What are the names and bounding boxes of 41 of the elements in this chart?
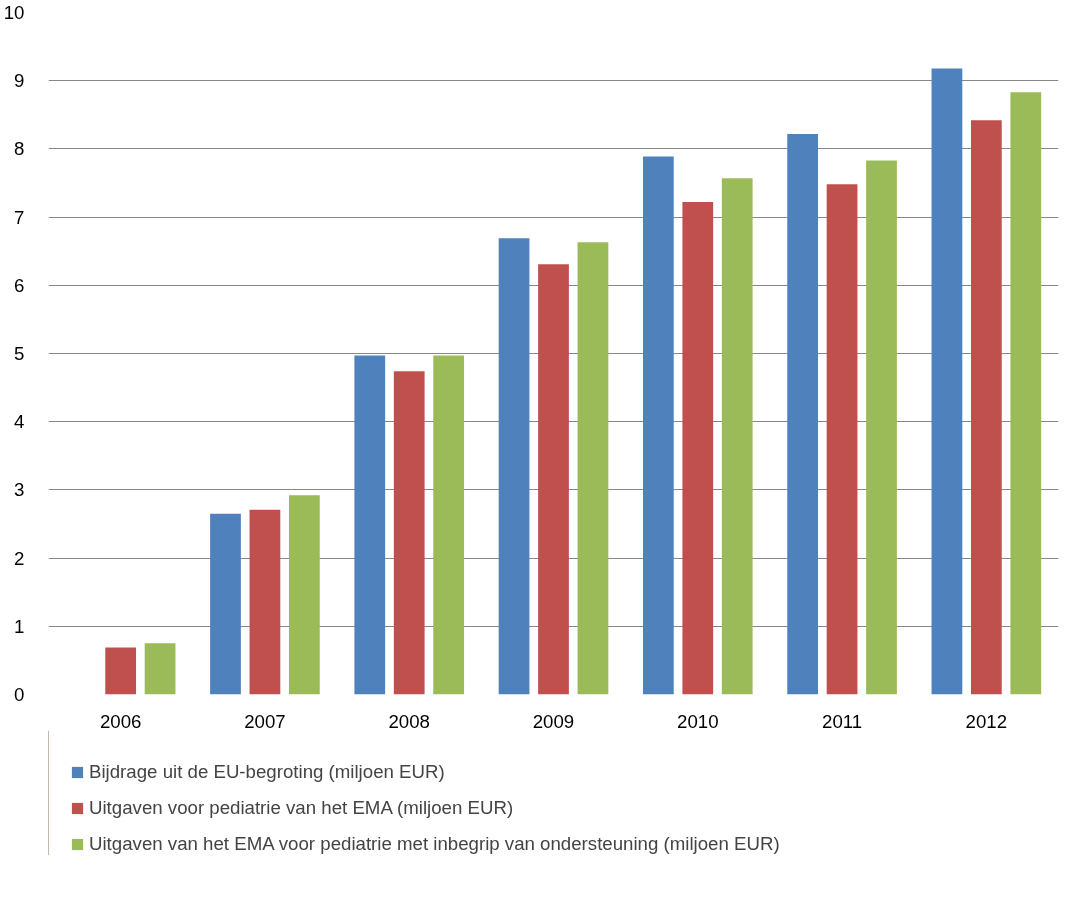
y-tick-label: 3: [14, 479, 25, 501]
x-tick-label: 2012: [965, 710, 1008, 732]
bar: [354, 355, 386, 695]
bar: [144, 643, 176, 695]
bar: [721, 178, 753, 695]
bar: [105, 647, 137, 695]
bar: [931, 68, 963, 695]
bar: [642, 156, 674, 695]
bar: [393, 371, 425, 695]
x-tick-label: 2009: [532, 710, 575, 732]
legend-label: Uitgaven van het EMA voor pediatrie met inbegrip van ondersteuning (miljoen EUR): [89, 833, 780, 855]
y-tick-label: 4: [14, 411, 25, 433]
bar: [970, 120, 1002, 695]
y-tick-label: 7: [14, 206, 25, 228]
y-tick-label: 10: [3, 2, 25, 23]
bar: [577, 242, 609, 695]
bar: [826, 184, 858, 695]
x-tick-label: 2008: [388, 710, 430, 732]
y-tick-label: 1: [14, 615, 25, 637]
y-tick-label: 9: [14, 70, 25, 92]
bar: [498, 238, 530, 695]
legend-label: Uitgaven voor pediatrie van het EMA (miljoen EUR): [89, 797, 514, 819]
bar: [433, 355, 465, 695]
x-tick-label: 2011: [822, 710, 863, 732]
bar: [787, 133, 819, 695]
bar: [538, 264, 569, 695]
x-tick-label: 2010: [677, 710, 719, 732]
y-tick-label: 0: [14, 684, 25, 705]
y-tick-label: 8: [14, 138, 25, 160]
bar: [682, 202, 714, 695]
bar: [210, 513, 241, 695]
bar: [288, 495, 320, 695]
x-tick-label: 2007: [244, 710, 286, 732]
legend-label: Bijdrage uit de EU-begroting (miljoen EUR): [89, 761, 445, 783]
bar: [866, 160, 897, 695]
y-tick-label: 2: [14, 547, 25, 569]
y-tick-label: 6: [14, 274, 25, 296]
y-tick-label: 5: [14, 343, 25, 364]
bar: [249, 509, 281, 695]
bar: [1010, 92, 1042, 695]
x-tick-label: 2006: [99, 710, 142, 732]
